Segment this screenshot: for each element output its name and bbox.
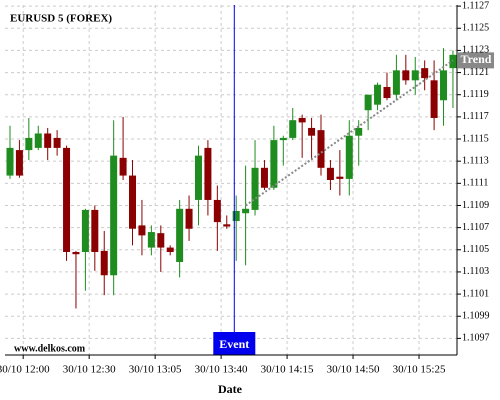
candle-body <box>251 167 259 210</box>
x-tick-label: 30/10 14:15 <box>261 364 314 376</box>
y-tick-label: 1.1119 <box>462 89 489 100</box>
candle-body <box>279 137 287 141</box>
x-tick-label: 30/10 14:50 <box>327 364 380 376</box>
event-label-box <box>213 332 256 355</box>
candle-body <box>383 86 391 99</box>
candle-body <box>317 130 325 168</box>
candle-body <box>110 155 118 276</box>
y-tick-label: 1.1101 <box>462 288 489 299</box>
y-tick-label: 1.1111 <box>462 178 488 189</box>
candle-body <box>392 70 400 95</box>
x-tick-label: 30/10 12:30 <box>63 364 116 376</box>
candle-body <box>213 199 221 223</box>
candle-body <box>430 80 438 118</box>
candle-body <box>44 133 52 148</box>
y-tick-label: 1.1115 <box>462 133 489 144</box>
candle-body <box>232 211 240 221</box>
candle-body <box>345 135 353 179</box>
candle-body <box>194 155 202 200</box>
y-tick-label: 1.1123 <box>462 45 489 56</box>
candle-body <box>326 167 334 180</box>
y-tick-label: 1.1117 <box>462 111 489 122</box>
candle-body <box>129 175 137 229</box>
candle-body <box>308 127 316 136</box>
candle-body <box>355 127 363 136</box>
candle-body <box>402 70 410 81</box>
y-tick-label: 1.1125 <box>462 23 489 34</box>
trend-label: Trend <box>461 52 492 66</box>
candle-body <box>298 117 306 123</box>
candle-body <box>289 120 297 138</box>
y-tick-label: 1.1105 <box>462 244 489 255</box>
candle-body <box>336 176 344 179</box>
candle-body <box>364 94 372 111</box>
candle-body <box>53 137 61 148</box>
candle-body <box>63 147 71 252</box>
candle-body <box>100 250 108 276</box>
candle-body <box>176 208 184 262</box>
candle-body <box>242 208 250 214</box>
watermark: www.delkos.com <box>14 343 86 354</box>
candle-body <box>421 68 429 79</box>
y-tick-label: 1.1103 <box>462 266 489 277</box>
trend-label-box <box>458 52 494 69</box>
x-tick-label: 30/10 15:25 <box>393 364 446 376</box>
candle-body <box>185 208 193 229</box>
y-tick-label: 1.1121 <box>462 67 489 78</box>
candle-body <box>223 224 231 227</box>
candle-body <box>260 167 268 188</box>
x-axis-title: Date <box>218 382 243 396</box>
y-tick-label: 1.1127 <box>462 0 489 11</box>
y-tick-label: 1.1097 <box>462 333 490 344</box>
overlay: Trend Event <box>213 5 494 355</box>
candle-body <box>91 209 99 252</box>
candle-body <box>25 137 33 151</box>
y-tick-label: 1.1099 <box>462 311 490 322</box>
candle-body <box>119 157 127 176</box>
candle-body <box>15 150 23 176</box>
candle-body <box>166 247 174 252</box>
y-tick-label: 1.1107 <box>462 222 489 233</box>
candle-body <box>157 233 165 248</box>
x-tick-label: 30/10 12:00 <box>0 364 50 376</box>
candles <box>6 48 457 309</box>
candle-body <box>374 84 382 105</box>
candle-body <box>270 140 278 188</box>
candle-body <box>34 133 42 148</box>
candle-body <box>411 70 419 81</box>
candle-body <box>440 70 448 101</box>
x-tick-label: 30/10 13:40 <box>195 364 248 376</box>
y-tick-label: 1.1109 <box>462 200 489 211</box>
candle-body <box>81 209 89 252</box>
candle-body <box>138 225 146 236</box>
candle-body <box>6 147 14 176</box>
x-tick-label: 30/10 13:05 <box>129 364 182 376</box>
candle-body <box>147 232 155 248</box>
y-tick-label: 1.1113 <box>462 155 489 166</box>
candle-body <box>72 251 80 255</box>
candle-body <box>204 147 212 200</box>
chart-title: EURUSD 5 (FOREX) <box>10 13 112 25</box>
event-label: Event <box>219 337 249 351</box>
grid <box>5 5 457 355</box>
